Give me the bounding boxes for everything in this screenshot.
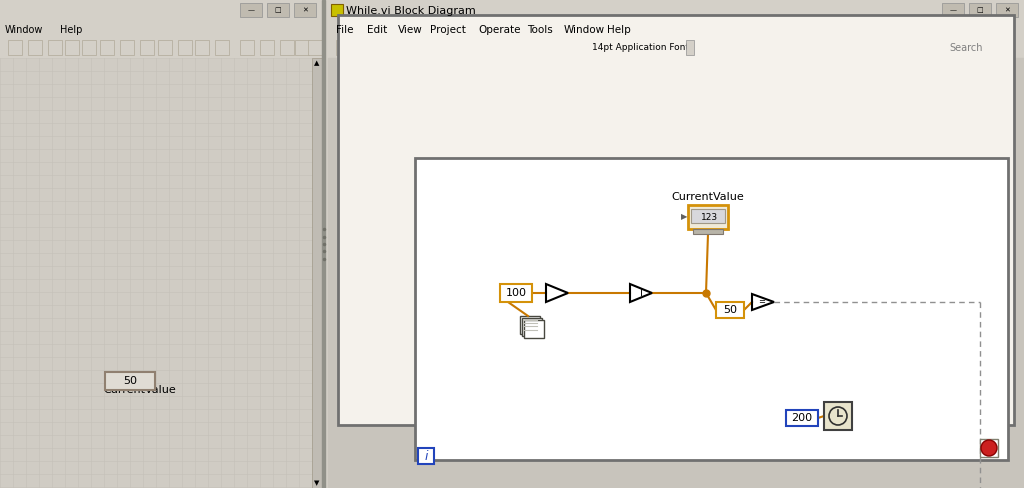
Bar	[688, 205, 728, 229]
Bar	[0, 22, 322, 38]
Text: Window: Window	[564, 25, 605, 35]
Bar	[716, 302, 744, 318]
Bar	[336, 40, 350, 55]
Bar	[308, 40, 322, 55]
Bar	[824, 402, 852, 430]
Bar	[120, 40, 134, 55]
Text: View: View	[398, 25, 423, 35]
Bar	[404, 40, 418, 55]
Text: Tools: Tools	[526, 25, 553, 35]
Bar	[65, 40, 79, 55]
Bar	[449, 40, 462, 55]
Bar	[322, 0, 325, 488]
Bar	[691, 209, 725, 223]
Bar	[105, 372, 155, 390]
Text: □: □	[274, 7, 282, 13]
Bar	[524, 320, 544, 338]
Bar	[48, 40, 62, 55]
Bar	[260, 40, 274, 55]
Bar	[500, 284, 532, 302]
Text: ✕: ✕	[1005, 7, 1010, 13]
Bar	[486, 40, 500, 55]
Bar	[0, 58, 312, 488]
Bar	[520, 316, 540, 334]
Bar	[372, 40, 386, 55]
Bar	[295, 40, 309, 55]
Bar	[215, 40, 229, 55]
Text: File: File	[336, 25, 353, 35]
Bar	[0, 38, 322, 58]
Bar	[100, 40, 114, 55]
Text: I: I	[640, 288, 642, 298]
Bar	[328, 0, 1024, 22]
Bar	[331, 4, 343, 16]
Text: Window: Window	[5, 25, 43, 35]
Bar	[686, 40, 694, 55]
Bar	[158, 40, 172, 55]
Text: Help: Help	[60, 25, 82, 35]
Text: ▶: ▶	[681, 212, 687, 222]
Bar	[195, 40, 209, 55]
Bar	[786, 410, 818, 426]
Bar	[522, 318, 542, 336]
Text: □: □	[977, 7, 983, 13]
Text: Project: Project	[430, 25, 466, 35]
Text: 50: 50	[723, 305, 737, 315]
Bar	[432, 40, 446, 55]
Bar	[996, 3, 1018, 17]
Text: i: i	[424, 449, 428, 463]
Text: Operate: Operate	[478, 25, 520, 35]
Text: Edit: Edit	[368, 25, 387, 35]
Circle shape	[981, 440, 997, 456]
Bar	[586, 40, 694, 55]
Bar	[294, 3, 316, 17]
Bar	[280, 40, 294, 55]
Bar	[415, 158, 1008, 460]
Text: 200: 200	[792, 413, 813, 423]
Bar	[698, 40, 716, 55]
Text: Help: Help	[606, 25, 631, 35]
Bar	[914, 40, 1014, 55]
Bar	[240, 40, 254, 55]
Text: =: =	[759, 298, 766, 306]
Text: 100: 100	[506, 288, 526, 298]
Bar	[328, 58, 1024, 488]
Bar	[716, 40, 734, 55]
Bar	[733, 40, 751, 55]
Text: 50: 50	[123, 376, 137, 386]
Bar	[267, 3, 289, 17]
Bar	[980, 439, 998, 457]
Text: Search: Search	[949, 43, 982, 53]
Text: ▼: ▼	[314, 480, 319, 486]
Bar	[356, 40, 370, 55]
Bar	[8, 40, 22, 55]
Bar	[338, 15, 1014, 425]
Text: While.vi Block Diagram: While.vi Block Diagram	[346, 6, 476, 16]
Text: ✕: ✕	[302, 7, 308, 13]
Text: —: —	[248, 7, 255, 13]
Bar	[418, 448, 434, 464]
Bar	[388, 40, 402, 55]
Bar	[312, 58, 322, 488]
Text: 14pt Application Font: 14pt Application Font	[592, 43, 688, 53]
Bar	[693, 229, 723, 234]
Bar	[178, 40, 193, 55]
Bar	[969, 3, 991, 17]
Text: CurrentValue: CurrentValue	[672, 192, 744, 202]
Bar	[942, 3, 964, 17]
Bar	[416, 40, 430, 55]
Bar	[140, 40, 154, 55]
Bar	[82, 40, 96, 55]
Text: 123: 123	[701, 214, 719, 223]
Text: ▲: ▲	[314, 60, 319, 66]
Bar	[468, 40, 482, 55]
Bar	[328, 22, 1024, 38]
Text: CurrentValue: CurrentValue	[103, 385, 176, 395]
Bar	[28, 40, 42, 55]
Bar	[240, 3, 262, 17]
Bar	[328, 38, 1024, 58]
Text: —: —	[949, 7, 956, 13]
Bar	[0, 0, 322, 22]
